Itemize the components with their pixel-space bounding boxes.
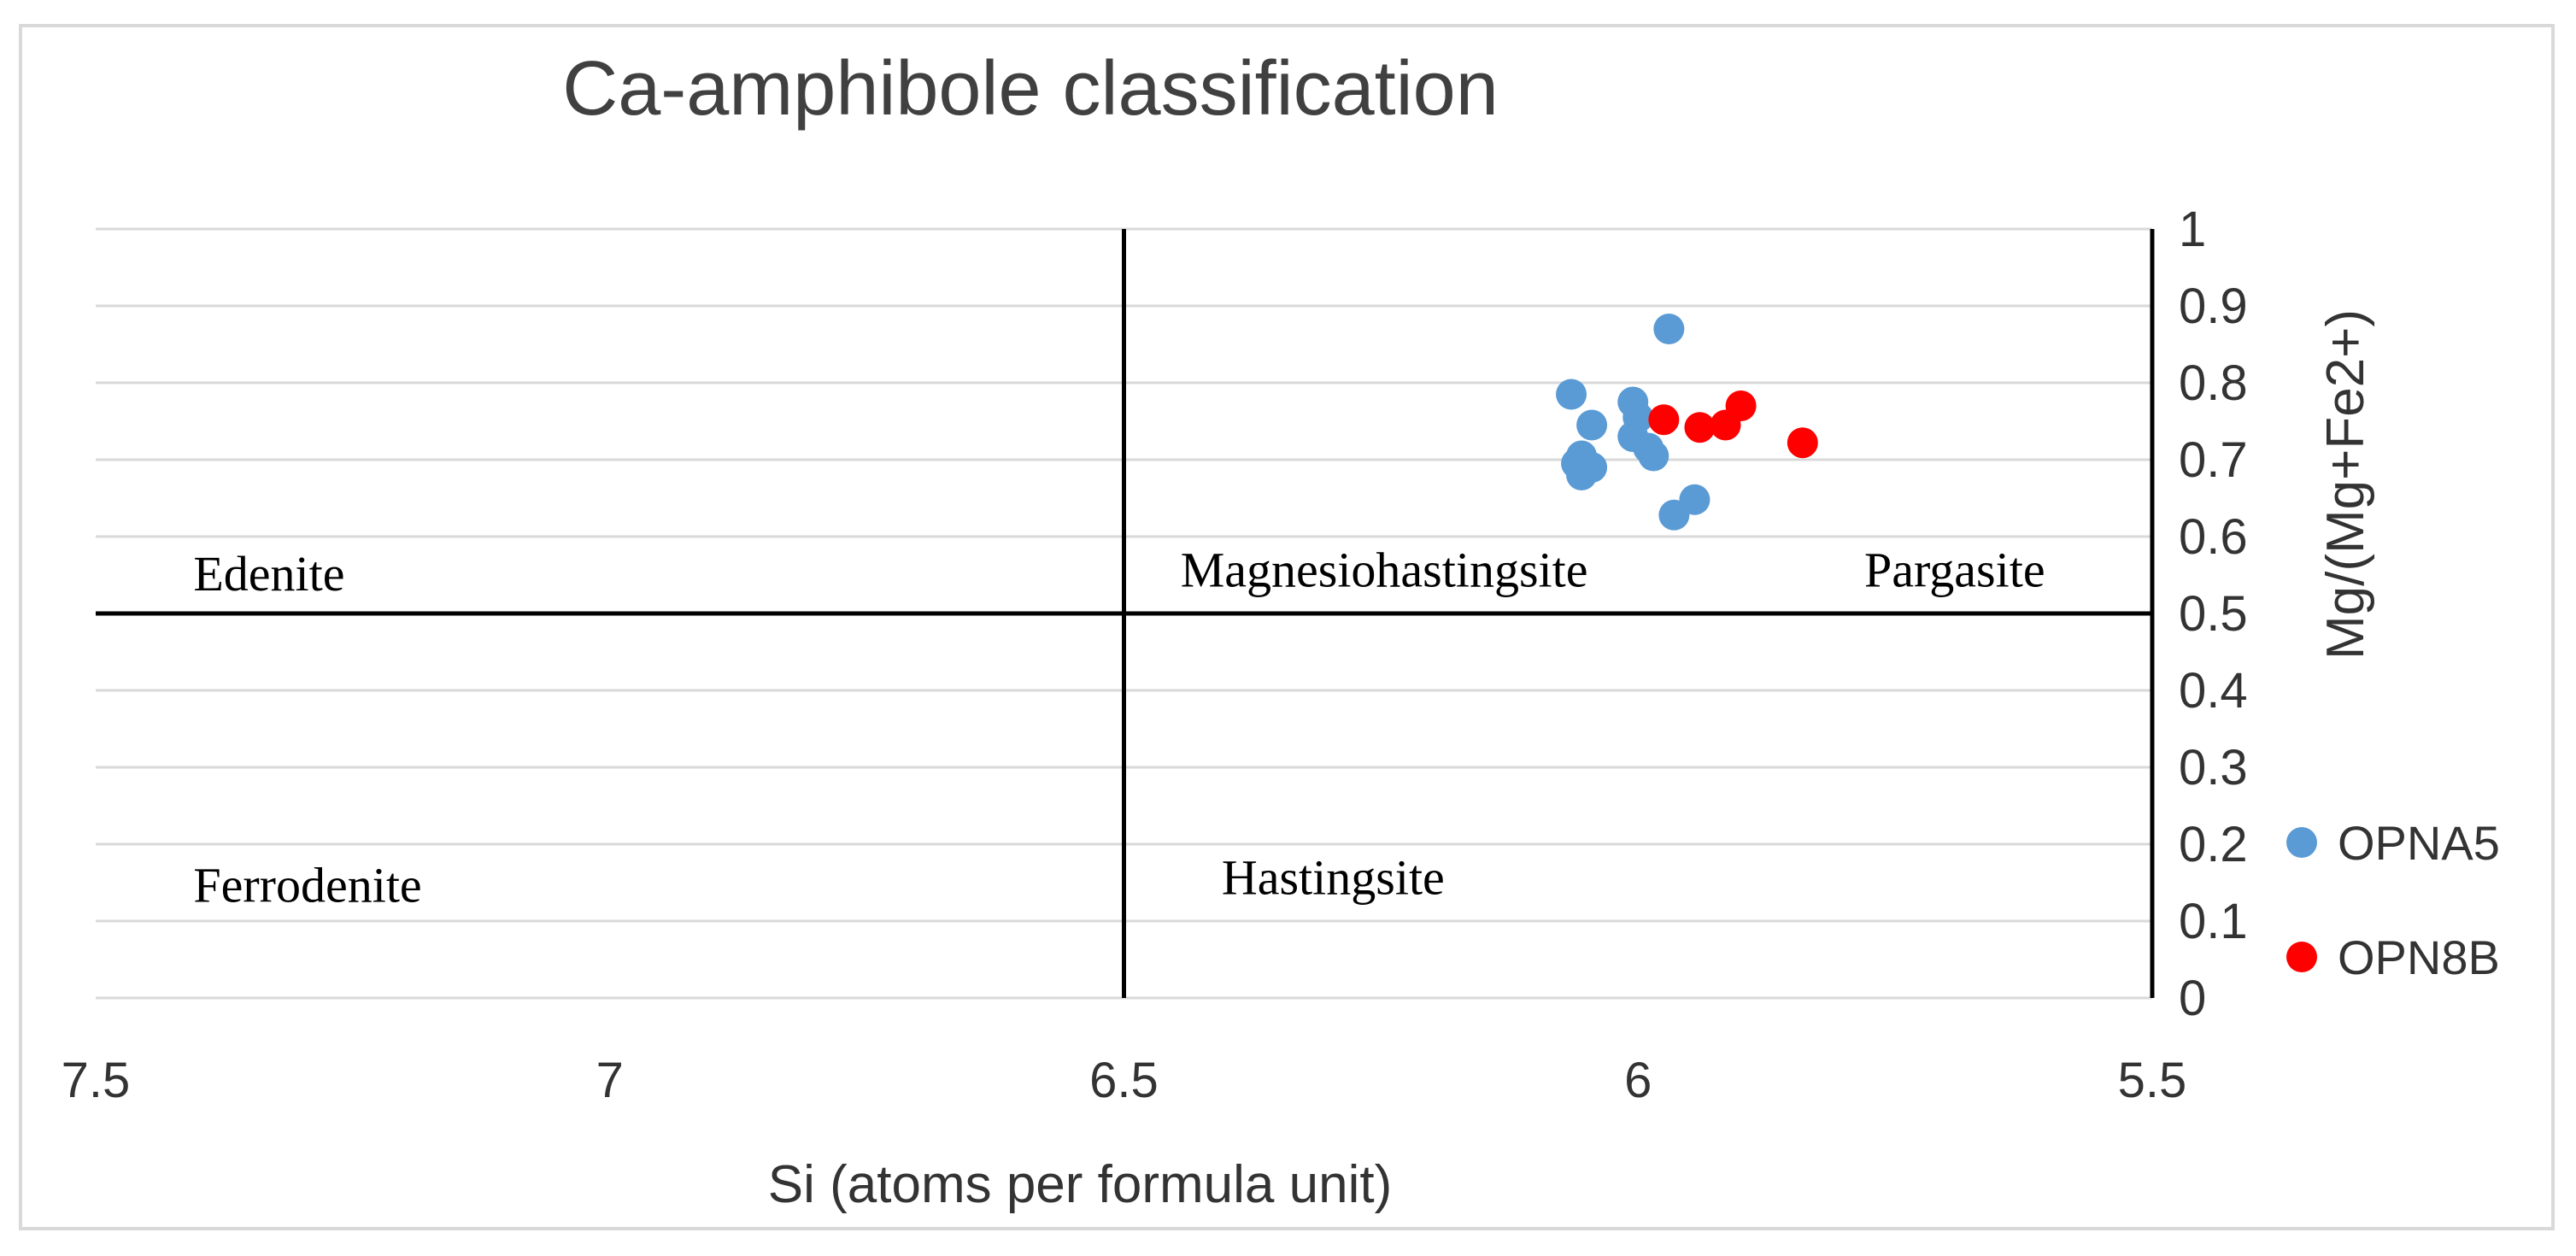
- field-boundaries: [96, 229, 2155, 998]
- region-labels: Edenite Magnesiohastingsite Pargasite Ferro…: [193, 543, 2045, 913]
- region-label: Magnesiohastingsite: [1181, 543, 1588, 598]
- x-tick-label: 7: [596, 1053, 624, 1108]
- legend-marker-opna5: [2286, 827, 2317, 858]
- region-label: Ferrodenite: [193, 858, 421, 913]
- y-tick-label: 0.9: [2179, 279, 2248, 334]
- legend-label: OPNA5: [2338, 816, 2500, 870]
- x-tick-label: 7.5: [62, 1053, 131, 1108]
- region-label: Pargasite: [1864, 543, 2045, 598]
- data-point-opn8b: [1684, 412, 1716, 443]
- y-tick-label: 0.6: [2179, 509, 2248, 565]
- x-tick-label: 5.5: [2118, 1053, 2187, 1108]
- y-tick-label: 1: [2179, 202, 2206, 257]
- data-point-opna5: [1566, 460, 1598, 490]
- data-point-opna5: [1638, 440, 1669, 472]
- data-point-opna5: [1658, 499, 1690, 531]
- x-tick-labels: 7.5 7 6.5 6 5.5: [62, 1053, 2187, 1108]
- x-tick-label: 6: [1624, 1053, 1652, 1108]
- y-tick-label: 0.4: [2179, 663, 2248, 719]
- y-tick-label: 0.5: [2179, 586, 2248, 642]
- data-point-opna5: [1653, 314, 1685, 344]
- data-point-opna5: [1576, 409, 1608, 441]
- y-tick-label: 0.8: [2179, 355, 2248, 411]
- chart-title: Ca-amphibole classification: [562, 46, 1499, 132]
- chart-svg: Ca-amphibole classification Edenite Magne…: [62, 46, 2500, 1214]
- data-point-opn8b: [1648, 404, 1680, 436]
- data-points: [1556, 314, 1818, 531]
- y-tick-label: 0.2: [2179, 817, 2248, 872]
- region-label: Edenite: [193, 546, 344, 602]
- y-tick-label: 0.3: [2179, 740, 2248, 795]
- legend-label: OPN8B: [2338, 930, 2500, 984]
- x-axis-title: Si (atoms per formula unit): [768, 1155, 1392, 1214]
- y-tick-label: 0: [2179, 971, 2206, 1026]
- y-tick-label: 0.7: [2179, 432, 2248, 488]
- data-point-opn8b: [1787, 427, 1818, 459]
- x-tick-label: 6.5: [1089, 1053, 1159, 1108]
- legend-marker-opn8b: [2286, 942, 2317, 972]
- region-label: Hastingsite: [1222, 850, 1445, 906]
- y-tick-label: 0.1: [2179, 894, 2248, 949]
- chart-frame: Ca-amphibole classification Edenite Magne…: [19, 24, 2555, 1230]
- y-tick-labels: 0 0.1 0.2 0.3 0.4 0.5 0.6 0.7 0.8 0.9 1: [2179, 202, 2248, 1026]
- legend: OPNA5 OPN8B: [2286, 816, 2500, 984]
- y-axis-title: Mg/(Mg+Fe2+): [2316, 309, 2375, 660]
- data-point-opn8b: [1725, 390, 1757, 421]
- data-point-opna5: [1556, 379, 1587, 410]
